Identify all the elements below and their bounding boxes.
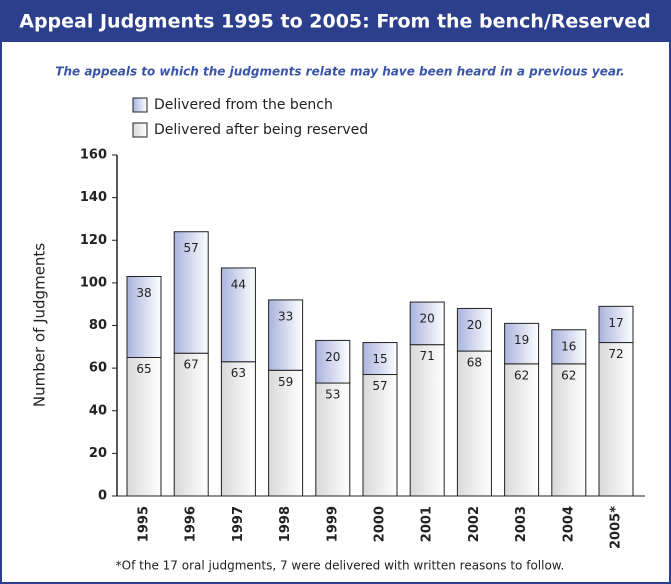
value-label: 19 — [514, 333, 529, 347]
value-label: 20 — [325, 350, 340, 364]
legend-swatch — [132, 122, 148, 138]
x-tick-label: 1996 — [184, 506, 199, 542]
value-label: 53 — [325, 388, 340, 402]
bar-segment — [268, 299, 304, 371]
value-label: 20 — [420, 312, 435, 326]
x-tick-label: 2005* — [609, 506, 624, 549]
bar-segment — [456, 307, 492, 352]
y-tick-label: 120 — [80, 233, 107, 248]
legend-label: Delivered after being reserved — [154, 122, 368, 138]
bar-segment — [598, 342, 634, 497]
bar-segment — [220, 361, 256, 497]
y-tick-label: 60 — [89, 361, 107, 376]
bar-segment — [268, 369, 304, 497]
chart-title: Appeal Judgments 1995 to 2005: From the … — [19, 11, 651, 33]
x-tick-label: 2002 — [467, 506, 482, 542]
value-label: 33 — [278, 309, 293, 323]
bar-segment — [504, 322, 540, 365]
value-label: 68 — [467, 356, 482, 370]
bar-segment — [409, 344, 445, 497]
bar-segment — [409, 301, 445, 346]
header-band — [0, 0, 671, 42]
bar-segment — [173, 231, 209, 354]
bar-segment — [315, 339, 351, 384]
y-tick-label: 80 — [89, 318, 107, 333]
bar-segment — [551, 363, 587, 497]
value-label: 67 — [184, 358, 199, 372]
x-tick-label: 1997 — [231, 506, 246, 542]
x-tick-label: 2000 — [373, 506, 388, 542]
y-tick-label: 20 — [89, 446, 107, 461]
x-tick-label: 1995 — [137, 506, 152, 542]
legend-swatch — [132, 97, 148, 113]
bar-segment — [126, 275, 162, 358]
y-tick-label: 140 — [80, 190, 107, 205]
value-label: 20 — [467, 318, 482, 332]
bar-segment — [362, 374, 398, 497]
bar-segment — [456, 350, 492, 497]
bar-segment — [126, 356, 162, 497]
value-label: 17 — [608, 316, 623, 330]
bar-segment — [504, 363, 540, 497]
footnote: *Of the 17 oral judgments, 7 were delive… — [116, 559, 565, 573]
value-label: 62 — [514, 368, 529, 382]
value-label: 62 — [561, 368, 576, 382]
x-tick-label: 2004 — [561, 506, 576, 542]
x-tick-label: 1999 — [325, 506, 340, 542]
value-label: 72 — [608, 347, 623, 361]
bar-segment — [551, 329, 587, 365]
value-label: 38 — [136, 286, 151, 300]
value-label: 57 — [184, 241, 199, 255]
value-label: 65 — [136, 362, 151, 376]
value-label: 59 — [278, 375, 293, 389]
y-axis-title: Number of Judgments — [31, 243, 49, 407]
x-tick-label: 2003 — [514, 506, 529, 542]
y-tick-label: 40 — [89, 403, 107, 418]
value-label: 57 — [372, 379, 387, 393]
value-label: 15 — [372, 352, 387, 366]
y-tick-label: 100 — [80, 275, 107, 290]
y-tick-label: 160 — [80, 148, 107, 163]
legend-label: Delivered from the bench — [154, 97, 333, 113]
value-label: 44 — [231, 277, 246, 291]
bar-segment — [315, 382, 351, 497]
bar-segment — [598, 305, 634, 344]
chart-subtitle: The appeals to which the judgments relat… — [55, 65, 624, 79]
bar-segment — [362, 342, 398, 376]
value-label: 63 — [231, 366, 246, 380]
x-tick-label: 2001 — [420, 506, 435, 542]
x-tick-label: 1998 — [278, 506, 293, 542]
bar-segment — [173, 352, 209, 497]
value-label: 16 — [561, 339, 576, 353]
y-tick-label: 0 — [98, 489, 107, 504]
bar-segment — [220, 267, 256, 363]
value-label: 71 — [420, 349, 435, 363]
